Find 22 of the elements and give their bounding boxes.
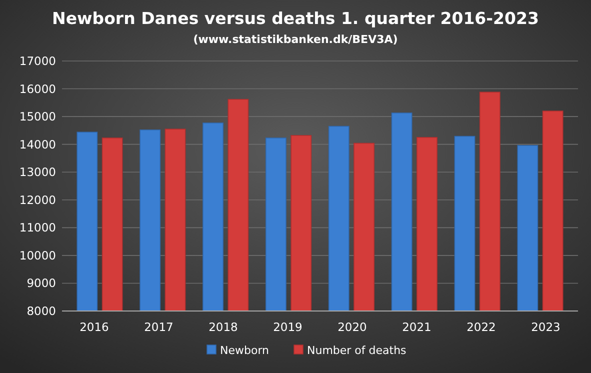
x-tick-label: 2023 <box>531 320 560 334</box>
y-tick-label: 11000 <box>19 220 56 235</box>
y-tick-label: 10000 <box>19 248 56 262</box>
y-tick-label: 14000 <box>19 137 56 152</box>
x-tick-label: 2019 <box>273 320 302 334</box>
chart-title: Newborn Danes versus deaths 1. quarter 2016-2023 <box>52 9 539 28</box>
x-tick-label: 2017 <box>144 320 174 334</box>
x-tick-label: 2018 <box>208 320 238 334</box>
x-tick-label: 2016 <box>80 320 109 334</box>
legend-label: Number of deaths <box>307 344 407 357</box>
y-tick-label: 17000 <box>19 54 56 68</box>
y-tick-label: 12000 <box>19 192 56 207</box>
y-tick-label: 9000 <box>26 276 56 290</box>
y-tick-label: 8000 <box>26 304 56 318</box>
y-tick-label: 16000 <box>19 82 56 96</box>
y-tick-label: 13000 <box>19 165 56 180</box>
x-tick-label: 2022 <box>466 320 496 334</box>
chart-subtitle: (www.statistikbanken.dk/BEV3A) <box>193 33 398 46</box>
legend-label: Newborn <box>220 344 270 357</box>
x-tick-label: 2020 <box>338 320 367 334</box>
x-tick-label: 2021 <box>402 320 432 334</box>
y-tick-label: 15000 <box>19 110 56 124</box>
